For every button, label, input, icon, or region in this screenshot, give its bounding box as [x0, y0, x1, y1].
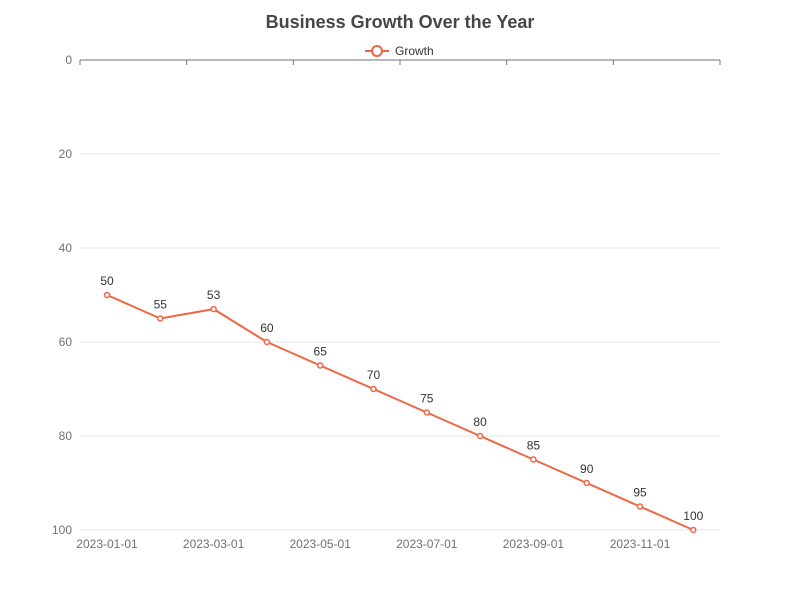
data-label: 95: [633, 486, 647, 500]
data-label: 100: [683, 509, 703, 523]
data-point: [210, 305, 217, 313]
data-label: 85: [527, 439, 541, 453]
data-point: [157, 315, 164, 322]
series-line-growth: [106, 294, 694, 531]
data-label: 70: [367, 368, 381, 382]
data-label: 50: [100, 274, 114, 288]
data-point: [636, 503, 644, 510]
data-label: 65: [314, 345, 328, 359]
x-tick-label: 2023-07-01: [396, 537, 458, 551]
chart-title: Business Growth Over the Year: [266, 12, 535, 32]
y-tick-label: 20: [59, 147, 73, 161]
data-point: [476, 432, 484, 440]
data-label: 90: [580, 462, 594, 476]
x-tick-label: 2023-09-01: [503, 537, 565, 551]
data-point: [103, 291, 111, 299]
data-label: 75: [420, 392, 434, 406]
y-tick-label: 0: [65, 53, 72, 67]
legend[interactable]: Growth: [365, 44, 434, 58]
grid-layer: [80, 153, 720, 531]
x-tick-label: 2023-05-01: [290, 537, 352, 551]
axis-layer: 0 20 40 60 80 100 2023-01-01 2023-03-01 2023-05-…: [52, 53, 721, 551]
data-point: [370, 385, 377, 393]
x-tick-label: 2023-11-01: [610, 537, 671, 551]
data-point: [583, 479, 590, 487]
data-point: [530, 456, 537, 463]
x-tick-label: 2023-01-01: [76, 537, 138, 551]
y-tick-label: 80: [59, 429, 73, 443]
data-label: 55: [154, 298, 168, 312]
data-point: [316, 362, 324, 369]
x-tick-label: 2023-03-01: [183, 537, 245, 551]
data-point: [690, 526, 697, 534]
data-point: [263, 338, 271, 346]
series-layer: [103, 291, 697, 534]
data-labels-layer: 50 55 53 60 65 70 75 80 85 90 95 100: [100, 274, 703, 523]
data-point: [423, 409, 431, 416]
legend-label: Growth: [395, 44, 434, 58]
y-tick-label: 60: [59, 335, 73, 349]
y-tick-label: 100: [52, 523, 72, 537]
y-tick-label: 40: [59, 241, 73, 255]
data-label: 60: [260, 321, 274, 335]
data-label: 53: [207, 288, 221, 302]
data-label: 80: [473, 415, 487, 429]
legend-marker: [371, 45, 383, 57]
